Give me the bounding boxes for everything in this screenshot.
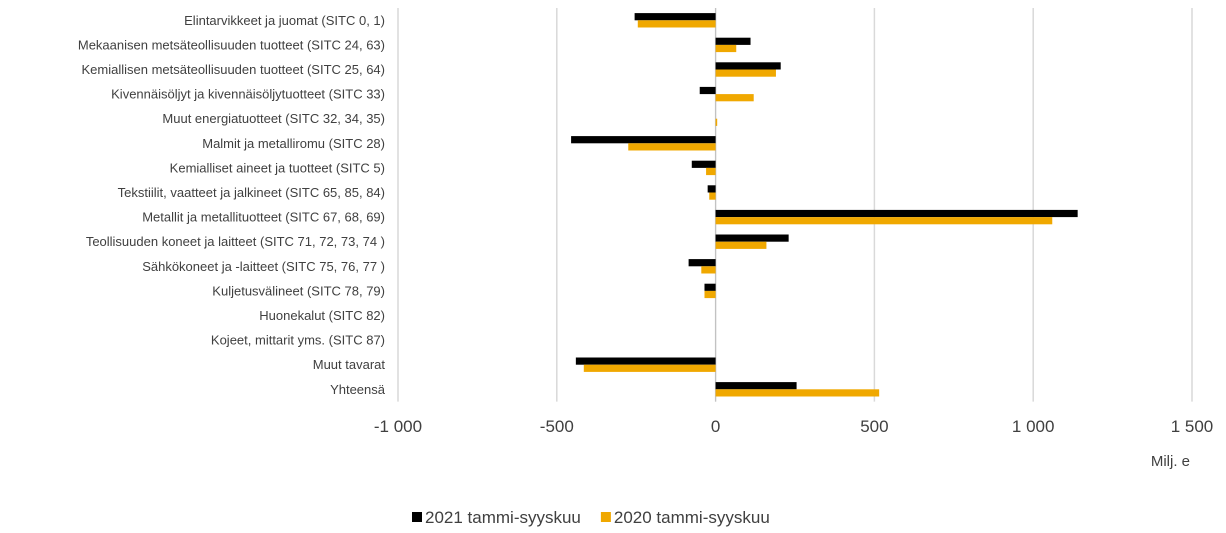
bar-series-2020 bbox=[715, 44, 737, 53]
legend-swatch bbox=[412, 512, 422, 522]
bar-series-2021 bbox=[715, 234, 789, 242]
bar-series-2020 bbox=[715, 69, 776, 77]
category-label: Metallit ja metallituotteet (SITC 67, 68… bbox=[142, 210, 385, 225]
x-axis-unit-label: Milj. e bbox=[1151, 453, 1190, 470]
x-tick-label: 1 500 bbox=[1171, 417, 1214, 436]
bars bbox=[571, 13, 1078, 397]
bar-series-2020 bbox=[709, 192, 716, 200]
bar-series-2020 bbox=[715, 118, 718, 126]
category-label: Kojeet, mittarit yms. (SITC 87) bbox=[211, 333, 385, 348]
bar-series-2021 bbox=[634, 13, 716, 21]
bar-series-2020 bbox=[715, 241, 767, 249]
x-axis-tick-labels: -1 000 -500 0 500 1 000 1 500 bbox=[374, 417, 1213, 436]
category-label: Kemiallisen metsäteollisuuden tuotteet (… bbox=[82, 62, 386, 77]
legend-entry: 2021 tammi-syyskuu bbox=[425, 508, 581, 527]
category-label: Tekstiilit, vaatteet ja jalkineet (SITC … bbox=[118, 185, 385, 200]
bar-series-2021 bbox=[691, 160, 716, 168]
category-label: Teollisuuden koneet ja laitteet (SITC 71… bbox=[86, 234, 385, 249]
bar-series-2020 bbox=[704, 290, 716, 299]
category-label: Mekaanisen metsäteollisuuden tuotteet (S… bbox=[78, 37, 385, 52]
bar-series-2020 bbox=[715, 217, 1053, 225]
bar-series-2021 bbox=[571, 136, 716, 144]
x-tick-label: -500 bbox=[540, 417, 574, 436]
category-label: Yhteensä bbox=[330, 382, 386, 397]
bar-series-2021 bbox=[699, 86, 716, 95]
bar-series-2020 bbox=[583, 364, 716, 372]
bar-series-2020 bbox=[706, 167, 716, 176]
bar-series-2021 bbox=[715, 37, 751, 45]
bar-series-2020 bbox=[628, 143, 716, 151]
category-label: Elintarvikkeet ja juomat (SITC 0, 1) bbox=[184, 13, 385, 28]
bar-series-2021 bbox=[688, 259, 716, 267]
category-labels: Elintarvikkeet ja juomat (SITC 0, 1) Meka… bbox=[78, 13, 386, 397]
x-tick-label: -1 000 bbox=[374, 417, 422, 436]
bar-series-2021 bbox=[715, 209, 1078, 218]
bar-series-2020 bbox=[715, 94, 754, 102]
bar-series-2021 bbox=[575, 357, 716, 365]
x-tick-label: 1 000 bbox=[1012, 417, 1055, 436]
category-label: Sähkökoneet ja -laitteet (SITC 75, 76, 7… bbox=[142, 259, 385, 274]
category-label: Kemialliset aineet ja tuotteet (SITC 5) bbox=[170, 160, 385, 175]
category-label: Huonekalut (SITC 82) bbox=[259, 308, 385, 323]
bar-series-2020 bbox=[701, 266, 716, 274]
category-label: Kivennäisöljyt ja kivennäisöljytuotteet … bbox=[111, 87, 385, 102]
bar-series-2020 bbox=[637, 20, 716, 28]
legend-swatch bbox=[600, 512, 611, 522]
bar-series-2020 bbox=[715, 389, 880, 397]
bar-series-2021 bbox=[715, 382, 797, 390]
category-label: Muut tavarat bbox=[313, 357, 386, 372]
x-tick-label: 0 bbox=[711, 417, 720, 436]
bar-series-2021 bbox=[707, 185, 716, 193]
legend-entry: 2020 tammi-syyskuu bbox=[614, 508, 770, 527]
bar-series-2021 bbox=[715, 62, 781, 70]
category-label: Kuljetusvälineet (SITC 78, 79) bbox=[212, 283, 385, 298]
bar-series-2021 bbox=[704, 283, 716, 291]
gridlines bbox=[397, 8, 1193, 402]
x-tick-label: 500 bbox=[860, 417, 888, 436]
category-label: Malmit ja metalliromu (SITC 28) bbox=[202, 136, 385, 151]
category-label: Muut energiatuotteet (SITC 32, 34, 35) bbox=[162, 111, 385, 126]
legend: 2021 tammi-syyskuu 2020 tammi-syyskuu bbox=[412, 508, 770, 527]
